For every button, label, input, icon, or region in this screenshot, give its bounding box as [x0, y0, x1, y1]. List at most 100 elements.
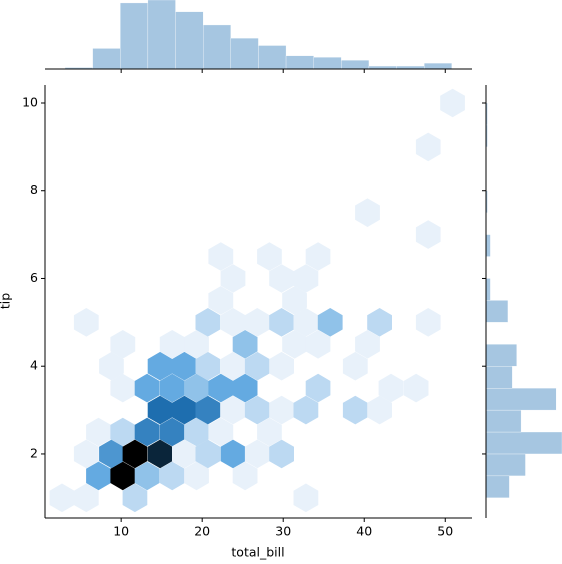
histogram-bar — [485, 344, 517, 367]
hexbin — [342, 351, 368, 381]
hexbin — [269, 395, 294, 425]
y-tick-label: 4 — [30, 358, 38, 373]
histogram-bar — [485, 366, 513, 389]
hexbin — [172, 395, 197, 425]
hexbin — [220, 308, 246, 337]
hexbin — [99, 439, 124, 469]
histogram-bar — [485, 387, 557, 411]
hexbin — [73, 483, 99, 513]
y-tick-label: 10 — [22, 94, 38, 109]
histogram-bar — [485, 278, 491, 301]
hexbin — [232, 330, 258, 359]
hexbin — [159, 373, 185, 403]
hexbin — [403, 373, 429, 403]
hexbin — [159, 330, 185, 359]
histogram-bar — [485, 300, 509, 323]
histogram-bar — [485, 234, 491, 257]
x-tick-label: 40 — [356, 524, 372, 539]
histogram-bar — [285, 55, 314, 70]
hexbin — [415, 220, 441, 249]
hexbin — [49, 483, 75, 513]
hexbin — [172, 439, 197, 469]
hexbin — [134, 373, 160, 403]
histogram-bar — [175, 11, 204, 70]
hexbin — [147, 439, 173, 469]
hexbin — [110, 330, 136, 359]
hexbin — [269, 264, 294, 293]
hexbin — [195, 395, 221, 425]
hexbin — [184, 330, 209, 359]
hexbin — [147, 351, 173, 381]
hexbin — [367, 395, 392, 425]
hexbin — [440, 88, 465, 118]
hexbin — [208, 286, 234, 315]
hexbin — [159, 461, 185, 491]
x-axis-label: total_bill — [231, 545, 284, 560]
histogram-bar — [485, 431, 562, 455]
hexbin — [317, 308, 343, 337]
histogram-bar — [92, 48, 121, 70]
hexbin — [305, 373, 331, 403]
hexbin — [269, 308, 294, 337]
hexbin — [244, 308, 270, 337]
hexbin — [282, 330, 307, 359]
hexbin — [232, 373, 258, 403]
histogram-bar — [147, 0, 176, 70]
hexbin — [269, 439, 294, 469]
hexbin — [172, 351, 197, 381]
hexbin — [244, 351, 270, 381]
hexbin — [232, 461, 258, 491]
histogram-bar — [485, 453, 526, 477]
hexbin — [415, 308, 441, 337]
hexbin — [244, 395, 270, 425]
hexbin — [367, 308, 392, 337]
histogram-bar — [258, 45, 287, 70]
histogram-bar — [341, 60, 370, 70]
x-tick-label: 50 — [437, 524, 453, 539]
hexbin — [257, 417, 282, 447]
hexbin — [73, 439, 99, 469]
hexbin — [282, 286, 307, 315]
hexbin — [220, 264, 246, 293]
hexbin — [195, 439, 221, 469]
hexbin — [110, 461, 136, 491]
histogram-bar — [120, 2, 149, 70]
hexbin — [220, 351, 246, 381]
y-tick-label: 2 — [30, 445, 38, 460]
hexbin — [208, 417, 234, 447]
x-tick-label: 20 — [194, 524, 210, 539]
hexbin — [134, 461, 160, 491]
hexbin — [305, 330, 331, 359]
hexbin — [208, 242, 234, 271]
hexbin — [293, 264, 319, 293]
hexbin — [184, 373, 209, 403]
y-tick-label: 8 — [30, 182, 38, 197]
hexbin — [159, 417, 185, 447]
histogram-bar — [203, 24, 231, 70]
hexbin — [195, 351, 221, 381]
hexbin — [293, 395, 319, 425]
hexbin — [184, 461, 209, 491]
histogram-bar — [230, 38, 259, 70]
hexbin — [415, 132, 441, 162]
histogram-bar — [313, 57, 342, 70]
hexbin — [195, 308, 221, 337]
hexbin — [244, 439, 270, 469]
hexbin — [86, 417, 111, 447]
hexbin — [305, 242, 331, 271]
hexbin — [134, 417, 160, 447]
hexbin — [293, 483, 319, 513]
hexbin — [147, 395, 173, 425]
histogram-bar — [424, 62, 452, 70]
hexbin — [122, 483, 148, 513]
hexbin — [73, 308, 99, 337]
x-tick-label: 10 — [113, 524, 129, 539]
hexbin — [110, 417, 136, 447]
hexbin — [208, 373, 234, 403]
hexbin — [220, 395, 246, 425]
hexbin — [184, 417, 209, 447]
hexbin — [269, 351, 294, 381]
histogram-bar — [485, 409, 522, 433]
hexbin — [355, 198, 380, 227]
